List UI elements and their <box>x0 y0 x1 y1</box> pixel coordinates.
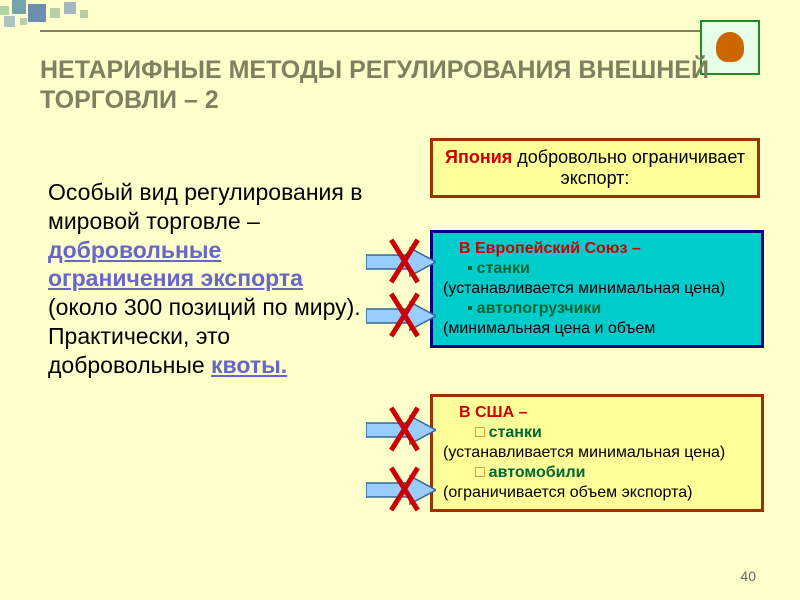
usa-heading: В США – <box>459 404 528 421</box>
cross-icon <box>384 238 424 284</box>
eu-note-1: (устанавливается минимальная цена) <box>443 279 751 299</box>
deco-square <box>20 18 27 25</box>
usa-item-1: станки <box>475 424 542 441</box>
eu-item-2: автопогрузчики <box>467 300 601 317</box>
deco-square <box>4 16 15 27</box>
term-link-2: квоты. <box>211 352 287 378</box>
cross-icon <box>384 406 424 452</box>
usa-note-1: (устанавливается минимальная цена) <box>443 443 751 463</box>
japan-box: Япония добровольно ограничивает экспорт: <box>430 138 760 198</box>
title-divider <box>40 30 760 32</box>
usa-item-2: автомобили <box>475 464 586 481</box>
deco-square <box>28 4 46 22</box>
slide-title: НЕТАРИФНЫЕ МЕТОДЫ РЕГУЛИРОВАНИЯ ВНЕШНЕЙ … <box>40 55 780 115</box>
term-link-1: добровольные ограничения экспорта <box>48 237 303 292</box>
deco-square <box>12 0 26 14</box>
para-text-2: (около 300 позиций по миру). Практически… <box>48 294 361 378</box>
deco-square <box>0 6 9 15</box>
eu-heading: В Европейский Союз – <box>459 240 641 257</box>
page-number: 40 <box>740 568 756 584</box>
deco-square <box>50 8 60 18</box>
usa-box: В США – станки (устанавливается минималь… <box>430 394 764 512</box>
japan-label: Япония <box>445 147 512 167</box>
main-paragraph: Особый вид регулирования в мировой торго… <box>48 178 368 379</box>
eu-item-1: станки <box>467 260 530 277</box>
usa-note-2: (ограничивается объем экспорта) <box>443 483 751 503</box>
cross-icon <box>384 292 424 338</box>
eu-box: В Европейский Союз – станки (устанавлива… <box>430 230 764 348</box>
japan-rest: добровольно ограничивает экспорт: <box>512 147 745 188</box>
corner-decoration <box>0 0 200 30</box>
para-text-1: Особый вид регулирования в мировой торго… <box>48 179 362 234</box>
deco-square <box>64 2 76 14</box>
deco-square <box>80 10 88 18</box>
cross-icon <box>384 466 424 512</box>
eu-note-2: (минимальная цена и объем <box>443 319 751 339</box>
